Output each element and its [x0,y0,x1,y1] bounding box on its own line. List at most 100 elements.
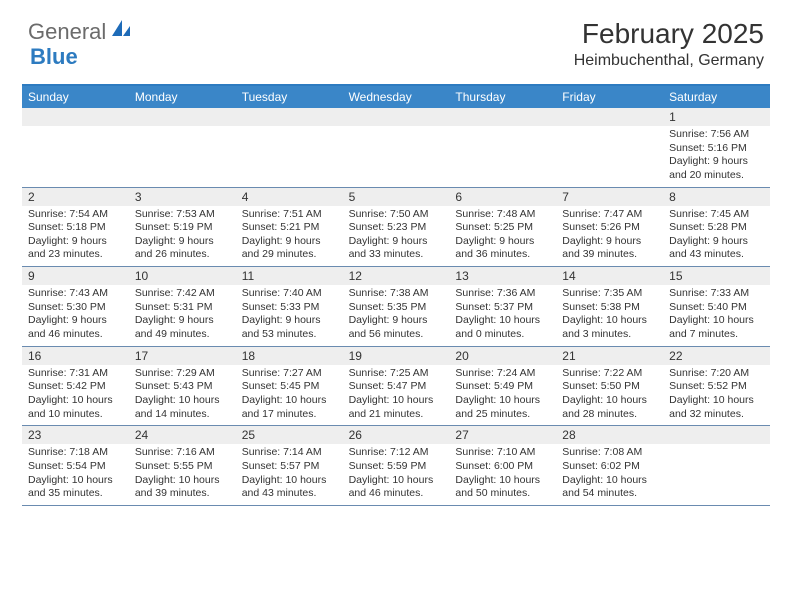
weekday-label: Wednesday [343,86,450,108]
day-cell: 13Sunrise: 7:36 AMSunset: 5:37 PMDayligh… [449,267,556,347]
day-cell: 25Sunrise: 7:14 AMSunset: 5:57 PMDayligh… [236,426,343,506]
calendar: SundayMondayTuesdayWednesdayThursdayFrid… [22,84,770,506]
day-cell: 15Sunrise: 7:33 AMSunset: 5:40 PMDayligh… [663,267,770,347]
week-row: 2Sunrise: 7:54 AMSunset: 5:18 PMDaylight… [22,188,770,268]
day-number: 5 [343,188,450,206]
weekday-label: Thursday [449,86,556,108]
day-number: 19 [343,347,450,365]
location-label: Heimbuchenthal, Germany [574,52,764,70]
day-cell: 27Sunrise: 7:10 AMSunset: 6:00 PMDayligh… [449,426,556,506]
day-number: 6 [449,188,556,206]
logo: General [28,18,134,45]
day-number: 11 [236,267,343,285]
day-cell: 9Sunrise: 7:43 AMSunset: 5:30 PMDaylight… [22,267,129,347]
day-number: 12 [343,267,450,285]
day-details: Sunrise: 7:25 AMSunset: 5:47 PMDaylight:… [343,365,450,426]
day-details: Sunrise: 7:20 AMSunset: 5:52 PMDaylight:… [663,365,770,426]
week-row: 23Sunrise: 7:18 AMSunset: 5:54 PMDayligh… [22,426,770,506]
day-cell: 23Sunrise: 7:18 AMSunset: 5:54 PMDayligh… [22,426,129,506]
day-details: Sunrise: 7:10 AMSunset: 6:00 PMDaylight:… [449,444,556,505]
day-details: Sunrise: 7:18 AMSunset: 5:54 PMDaylight:… [22,444,129,505]
day-cell: 16Sunrise: 7:31 AMSunset: 5:42 PMDayligh… [22,347,129,427]
day-number [129,108,236,126]
day-number: 1 [663,108,770,126]
week-row: 16Sunrise: 7:31 AMSunset: 5:42 PMDayligh… [22,347,770,427]
day-details: Sunrise: 7:43 AMSunset: 5:30 PMDaylight:… [22,285,129,346]
day-cell: 1Sunrise: 7:56 AMSunset: 5:16 PMDaylight… [663,108,770,188]
day-cell: 24Sunrise: 7:16 AMSunset: 5:55 PMDayligh… [129,426,236,506]
day-number: 16 [22,347,129,365]
day-number: 18 [236,347,343,365]
day-details: Sunrise: 7:50 AMSunset: 5:23 PMDaylight:… [343,206,450,267]
week-row: 9Sunrise: 7:43 AMSunset: 5:30 PMDaylight… [22,267,770,347]
day-details: Sunrise: 7:40 AMSunset: 5:33 PMDaylight:… [236,285,343,346]
day-number: 7 [556,188,663,206]
day-number: 27 [449,426,556,444]
day-cell: 2Sunrise: 7:54 AMSunset: 5:18 PMDaylight… [22,188,129,268]
day-cell: 18Sunrise: 7:27 AMSunset: 5:45 PMDayligh… [236,347,343,427]
day-details: Sunrise: 7:45 AMSunset: 5:28 PMDaylight:… [663,206,770,267]
day-number [22,108,129,126]
weekday-label: Saturday [663,86,770,108]
page-header: General February 2025 Heimbuchenthal, Ge… [0,0,792,78]
day-cell: 10Sunrise: 7:42 AMSunset: 5:31 PMDayligh… [129,267,236,347]
day-number: 21 [556,347,663,365]
title-block: February 2025 Heimbuchenthal, Germany [574,18,764,70]
day-number [343,108,450,126]
day-details: Sunrise: 7:27 AMSunset: 5:45 PMDaylight:… [236,365,343,426]
day-details: Sunrise: 7:51 AMSunset: 5:21 PMDaylight:… [236,206,343,267]
weeks-container: 1Sunrise: 7:56 AMSunset: 5:16 PMDaylight… [22,108,770,506]
day-cell [236,108,343,188]
day-cell [343,108,450,188]
day-number: 28 [556,426,663,444]
day-details: Sunrise: 7:54 AMSunset: 5:18 PMDaylight:… [22,206,129,267]
day-details: Sunrise: 7:47 AMSunset: 5:26 PMDaylight:… [556,206,663,267]
day-cell: 4Sunrise: 7:51 AMSunset: 5:21 PMDaylight… [236,188,343,268]
day-cell: 5Sunrise: 7:50 AMSunset: 5:23 PMDaylight… [343,188,450,268]
day-cell: 14Sunrise: 7:35 AMSunset: 5:38 PMDayligh… [556,267,663,347]
day-cell: 17Sunrise: 7:29 AMSunset: 5:43 PMDayligh… [129,347,236,427]
day-cell [556,108,663,188]
day-number: 22 [663,347,770,365]
weekday-header: SundayMondayTuesdayWednesdayThursdayFrid… [22,86,770,108]
day-cell [22,108,129,188]
day-cell: 3Sunrise: 7:53 AMSunset: 5:19 PMDaylight… [129,188,236,268]
day-cell: 19Sunrise: 7:25 AMSunset: 5:47 PMDayligh… [343,347,450,427]
day-number: 23 [22,426,129,444]
day-details: Sunrise: 7:31 AMSunset: 5:42 PMDaylight:… [22,365,129,426]
day-details: Sunrise: 7:33 AMSunset: 5:40 PMDaylight:… [663,285,770,346]
month-title: February 2025 [574,18,764,50]
day-number: 25 [236,426,343,444]
week-row: 1Sunrise: 7:56 AMSunset: 5:16 PMDaylight… [22,108,770,188]
day-cell: 12Sunrise: 7:38 AMSunset: 5:35 PMDayligh… [343,267,450,347]
day-number: 3 [129,188,236,206]
day-cell: 21Sunrise: 7:22 AMSunset: 5:50 PMDayligh… [556,347,663,427]
day-cell [449,108,556,188]
day-details: Sunrise: 7:35 AMSunset: 5:38 PMDaylight:… [556,285,663,346]
day-details: Sunrise: 7:24 AMSunset: 5:49 PMDaylight:… [449,365,556,426]
day-number: 14 [556,267,663,285]
day-number: 2 [22,188,129,206]
day-cell [129,108,236,188]
day-cell: 20Sunrise: 7:24 AMSunset: 5:49 PMDayligh… [449,347,556,427]
day-details: Sunrise: 7:08 AMSunset: 6:02 PMDaylight:… [556,444,663,505]
logo-text-2: Blue [30,44,78,70]
day-cell: 22Sunrise: 7:20 AMSunset: 5:52 PMDayligh… [663,347,770,427]
day-details: Sunrise: 7:53 AMSunset: 5:19 PMDaylight:… [129,206,236,267]
day-details: Sunrise: 7:22 AMSunset: 5:50 PMDaylight:… [556,365,663,426]
day-number: 8 [663,188,770,206]
day-number: 26 [343,426,450,444]
day-cell: 11Sunrise: 7:40 AMSunset: 5:33 PMDayligh… [236,267,343,347]
day-details: Sunrise: 7:16 AMSunset: 5:55 PMDaylight:… [129,444,236,505]
day-number [663,426,770,444]
day-number: 17 [129,347,236,365]
day-number [556,108,663,126]
day-details: Sunrise: 7:14 AMSunset: 5:57 PMDaylight:… [236,444,343,505]
weekday-label: Tuesday [236,86,343,108]
day-cell: 7Sunrise: 7:47 AMSunset: 5:26 PMDaylight… [556,188,663,268]
weekday-label: Monday [129,86,236,108]
day-cell: 8Sunrise: 7:45 AMSunset: 5:28 PMDaylight… [663,188,770,268]
day-number [236,108,343,126]
day-cell: 26Sunrise: 7:12 AMSunset: 5:59 PMDayligh… [343,426,450,506]
day-number: 4 [236,188,343,206]
